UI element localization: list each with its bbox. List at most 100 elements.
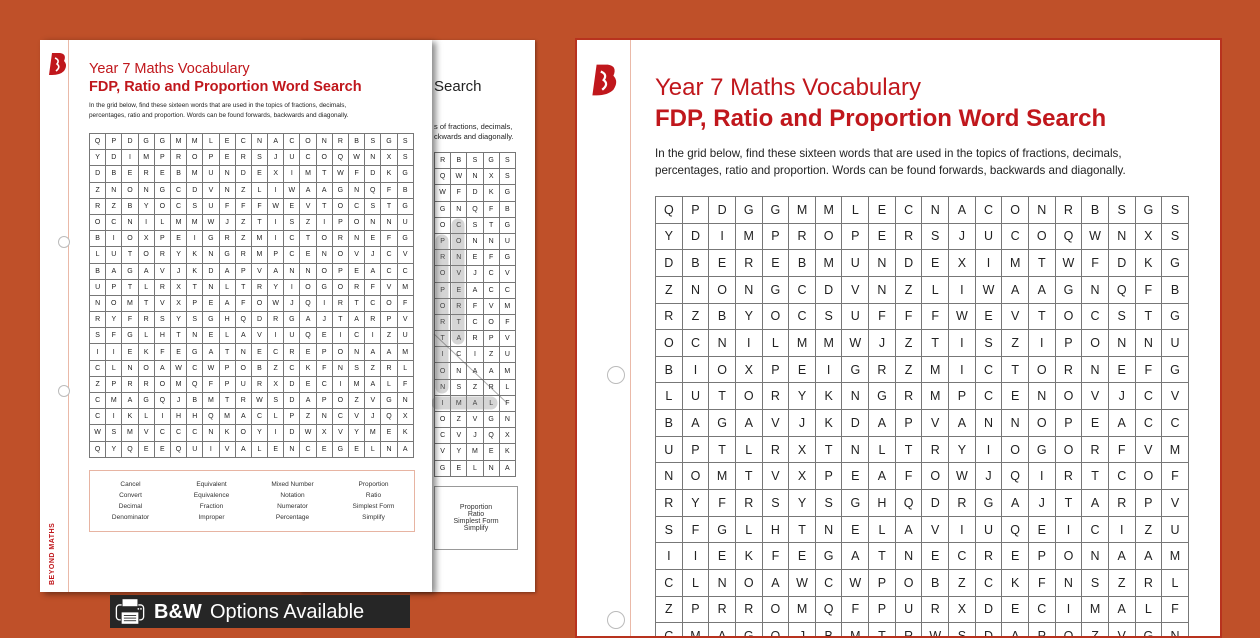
grid-cell: N bbox=[365, 150, 382, 167]
grid-cell: Y bbox=[106, 312, 123, 329]
grid-cell: K bbox=[300, 360, 317, 377]
grid-cell: L bbox=[735, 516, 763, 544]
grid-cell: V bbox=[1109, 623, 1136, 636]
grid-cell: Q bbox=[300, 295, 317, 313]
grid-cell: T bbox=[349, 295, 366, 313]
grid-cell: V bbox=[349, 409, 366, 426]
grid-cell: C bbox=[284, 134, 301, 151]
grid-cell: Q bbox=[154, 393, 171, 410]
grid-cell: O bbox=[187, 150, 204, 167]
grid-cell: A bbox=[735, 410, 763, 437]
grid-cell: V bbox=[332, 425, 349, 442]
grid-cell: I bbox=[122, 150, 139, 167]
grid-cell: W bbox=[1082, 223, 1109, 251]
answer-grid: RBSGSQWNXSWFDKGGNQFBOCSTGPONNURNEFGOVJCV… bbox=[434, 152, 516, 477]
grid-cell: O bbox=[332, 393, 349, 410]
grid-cell: X bbox=[949, 596, 976, 624]
grid-cell: N bbox=[483, 233, 500, 251]
grid-cell: M bbox=[203, 393, 220, 410]
word-item: Simplest Form bbox=[352, 503, 395, 510]
grid-cell: W bbox=[435, 185, 452, 202]
grid-cell: M bbox=[709, 463, 736, 491]
grid-cell: U bbox=[895, 596, 923, 624]
grid-cell: E bbox=[300, 376, 317, 393]
grid-cell: M bbox=[499, 363, 516, 380]
grid-cell: Q bbox=[381, 409, 398, 426]
grid-cell: R bbox=[789, 223, 816, 251]
grid-cell: A bbox=[365, 376, 382, 393]
grid-cell: Y bbox=[251, 425, 269, 442]
grid-cell: S bbox=[90, 328, 107, 345]
grid-cell: J bbox=[1108, 383, 1136, 411]
grid-cell: Y bbox=[682, 490, 710, 517]
grid-cell: F bbox=[895, 303, 923, 331]
grid-cell: E bbox=[154, 166, 171, 183]
grid-cell: T bbox=[1082, 463, 1109, 491]
grid-cell: C bbox=[975, 569, 1003, 597]
grid-cell: L bbox=[483, 395, 500, 412]
grid-cell: O bbox=[1002, 197, 1029, 224]
grid-cell: C bbox=[975, 356, 1003, 384]
grid-cell: A bbox=[268, 263, 285, 280]
grid-cell: T bbox=[895, 436, 923, 464]
grid-cell: C bbox=[154, 425, 171, 442]
grid-cell: Z bbox=[1082, 623, 1109, 636]
grid-cell: C bbox=[483, 282, 500, 299]
grid-cell: C bbox=[397, 263, 414, 280]
grid-cell: N bbox=[235, 344, 252, 361]
grid-cell: K bbox=[499, 444, 516, 461]
grid-cell: T bbox=[1135, 303, 1163, 331]
grid-cell: N bbox=[316, 247, 333, 264]
grid-cell: O bbox=[762, 303, 790, 331]
grid-cell: R bbox=[349, 279, 366, 296]
grid-cell: R bbox=[332, 134, 349, 151]
grid-cell: X bbox=[789, 436, 816, 464]
grid-cell: L bbox=[1162, 569, 1189, 597]
grid-cell: B bbox=[451, 153, 468, 170]
grid-cell: M bbox=[300, 166, 317, 183]
grid-cell: V bbox=[762, 410, 790, 437]
grid-cell: K bbox=[381, 166, 398, 183]
grid-cell: V bbox=[922, 516, 950, 544]
grid-cell: D bbox=[365, 166, 382, 183]
grid-cell: F bbox=[381, 182, 398, 199]
grid-cell: I bbox=[268, 231, 285, 248]
grid-cell: A bbox=[203, 344, 220, 361]
worksheet-instructions: In the grid below, find these sixteen wo… bbox=[655, 147, 1122, 160]
grid-cell: A bbox=[235, 441, 252, 458]
grid-cell: A bbox=[1108, 410, 1136, 437]
grid-cell: Y bbox=[138, 198, 155, 215]
grid-cell: P bbox=[106, 134, 123, 151]
grid-cell: A bbox=[499, 460, 516, 477]
grid-cell: C bbox=[1108, 463, 1136, 491]
grid-cell: I bbox=[284, 166, 301, 183]
grid-cell: V bbox=[1002, 303, 1029, 331]
grid-cell: M bbox=[922, 356, 950, 384]
grid-cell: S bbox=[1082, 569, 1109, 597]
grid-cell: F bbox=[397, 376, 414, 393]
grid-cell: Q bbox=[435, 169, 452, 186]
grid-cell: Y bbox=[349, 425, 366, 442]
grid-cell: S bbox=[815, 490, 843, 517]
grid-cell: L bbox=[467, 460, 484, 477]
grid-cell: E bbox=[1002, 543, 1029, 570]
grid-cell: C bbox=[451, 347, 468, 364]
grid-cell: M bbox=[251, 231, 269, 248]
grid-cell: G bbox=[499, 217, 516, 234]
grid-cell: F bbox=[219, 198, 236, 215]
grid-cell: K bbox=[483, 185, 500, 202]
grid-cell: C bbox=[1135, 410, 1163, 437]
grid-cell: M bbox=[219, 409, 236, 426]
grid-cell: B bbox=[682, 250, 710, 277]
grid-cell: R bbox=[451, 298, 468, 315]
grid-cell: R bbox=[138, 376, 155, 393]
grid-cell: C bbox=[435, 428, 452, 445]
grid-cell: E bbox=[170, 344, 188, 361]
grid-cell: N bbox=[187, 328, 204, 345]
grid-cell: P bbox=[316, 393, 333, 410]
grid-cell: F bbox=[106, 328, 123, 345]
grid-cell: C bbox=[187, 360, 204, 377]
grid-cell: G bbox=[869, 383, 896, 411]
grid-cell: N bbox=[467, 169, 484, 186]
grid-cell: N bbox=[106, 182, 123, 199]
